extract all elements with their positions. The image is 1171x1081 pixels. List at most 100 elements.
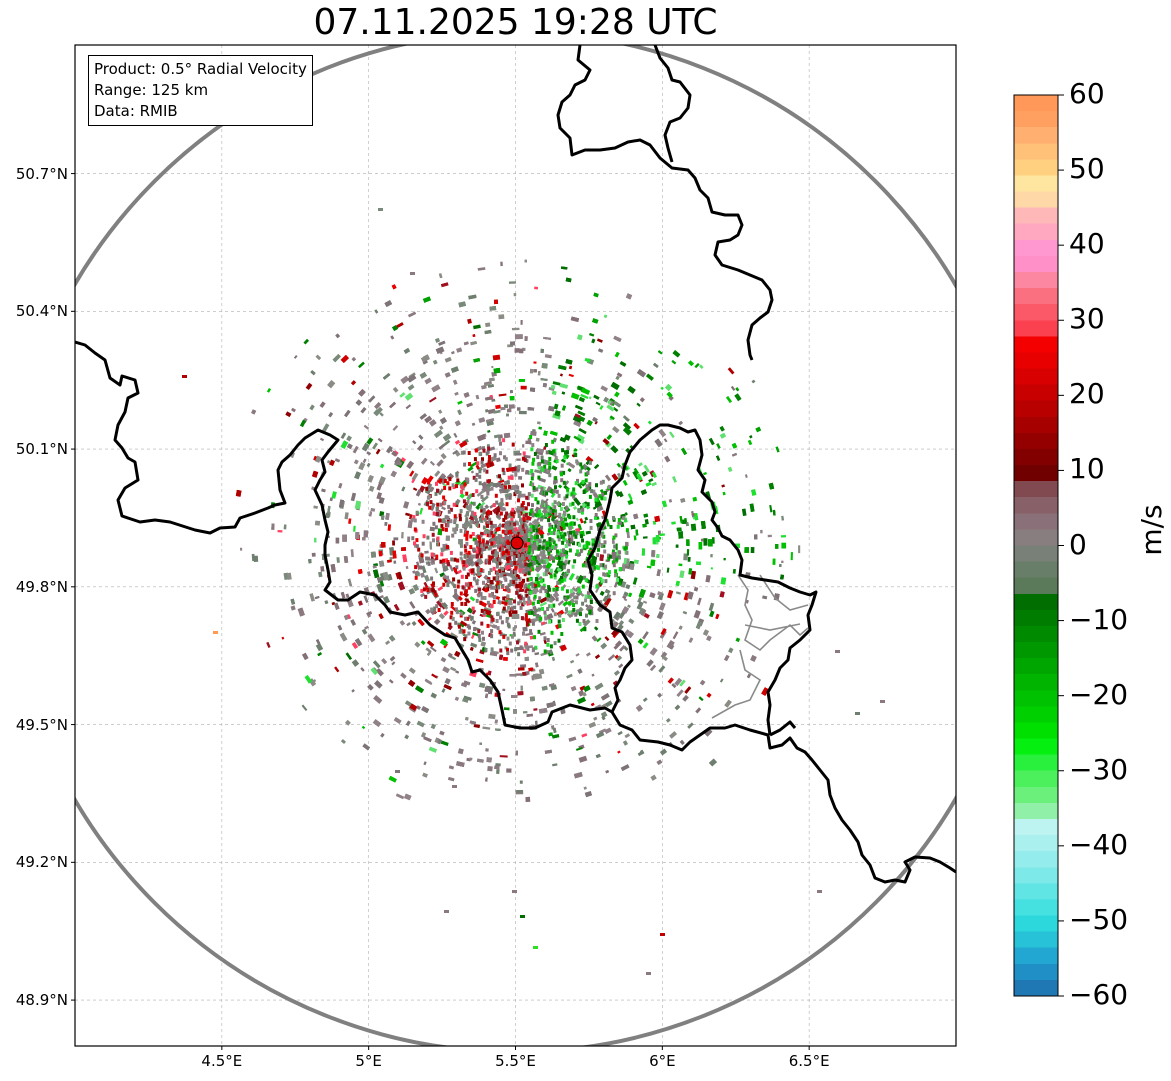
echo-pixel xyxy=(642,631,649,640)
echo-pixel xyxy=(462,698,469,703)
echo-pixel xyxy=(551,390,557,395)
echo-pixel xyxy=(286,572,292,580)
echo-pixel xyxy=(570,490,577,497)
echo-pixel xyxy=(540,348,545,353)
echo-pixel xyxy=(475,581,479,586)
echo-pixel xyxy=(496,769,500,774)
echo-pixel xyxy=(389,448,393,452)
echo-pixel xyxy=(529,590,533,595)
echo-pixel xyxy=(735,637,741,643)
echo-pixel xyxy=(339,632,348,642)
echo-pixel xyxy=(581,601,585,606)
echo-pixel xyxy=(516,485,520,490)
echo-pixel xyxy=(266,641,271,648)
echo-pixel xyxy=(430,583,436,589)
echo-pixel xyxy=(482,580,485,585)
echo-pixel xyxy=(665,383,673,392)
echo-pixel xyxy=(520,664,527,668)
echo-pixel xyxy=(537,465,541,470)
echo-pixel xyxy=(346,614,351,620)
echo-pixel xyxy=(573,772,583,779)
echo-pixel xyxy=(542,583,546,588)
echo-pixel xyxy=(657,591,663,596)
echo-pixel xyxy=(495,511,499,516)
echo-pixel xyxy=(529,562,533,567)
echo-pixel xyxy=(452,449,459,455)
echo-pixel xyxy=(466,402,473,408)
echo-pixel xyxy=(330,563,336,573)
echo-pixel xyxy=(703,629,709,636)
echo-pixel xyxy=(597,547,600,552)
echo-pixel xyxy=(471,532,475,536)
echo-pixel xyxy=(527,611,531,615)
echo-pixel xyxy=(389,679,394,684)
echo-pixel xyxy=(422,354,430,361)
echo-pixel xyxy=(488,571,491,575)
echo-pixel xyxy=(517,498,520,503)
echo-pixel xyxy=(424,678,432,685)
echo-pixel xyxy=(545,558,549,563)
echo-pixel xyxy=(490,541,494,546)
echo-pixel xyxy=(540,459,544,464)
echo-pixel xyxy=(642,600,648,604)
echo-pixel xyxy=(507,583,511,588)
echo-pixel xyxy=(508,404,515,409)
echo-pixel xyxy=(566,673,573,679)
echo-pixel xyxy=(442,495,446,500)
echo-pixel xyxy=(400,672,407,679)
echo-pixel xyxy=(540,378,548,382)
echo-pixel xyxy=(445,535,450,541)
echo-pixel xyxy=(567,559,571,565)
echo-pixel xyxy=(565,358,573,365)
echo-pixel xyxy=(493,453,497,458)
echo-pixel xyxy=(539,579,543,584)
echo-pixel xyxy=(460,489,464,494)
echo-pixel xyxy=(309,404,315,411)
echo-pixel xyxy=(582,619,591,627)
echo-pixel xyxy=(525,470,530,475)
echo-pixel xyxy=(439,598,443,603)
echo-pixel xyxy=(464,716,469,721)
echo-pixel xyxy=(476,542,479,547)
echo-pixel xyxy=(536,448,545,453)
echo-pixel xyxy=(451,483,455,488)
echo-pixel xyxy=(437,586,444,591)
echo-pixel xyxy=(588,396,592,400)
echo-pixel xyxy=(505,547,509,552)
echo-pixel xyxy=(537,475,541,480)
echo-pixel xyxy=(521,524,525,529)
echo-pixel xyxy=(498,561,502,566)
echo-pixel xyxy=(437,528,443,536)
echo-pixel xyxy=(502,656,509,661)
echo-pixel xyxy=(636,402,641,407)
echo-pixel xyxy=(593,292,599,298)
echo-pixel xyxy=(581,584,585,589)
echo-pixel xyxy=(517,691,524,696)
echo-pixel xyxy=(539,632,546,636)
echo-pixel xyxy=(438,273,443,279)
echo-pixel xyxy=(652,471,657,478)
echo-pixel xyxy=(478,469,482,474)
echo-pixel xyxy=(414,565,418,570)
echo-pixel xyxy=(572,515,576,520)
echo-pixel xyxy=(407,520,413,529)
echo-pixel xyxy=(571,586,577,592)
echo-pixel xyxy=(495,728,501,731)
echo-pixel xyxy=(643,536,648,539)
echo-pixel xyxy=(393,560,397,564)
echo-pixel xyxy=(727,367,735,375)
echo-pixel xyxy=(517,491,522,494)
echo-pixel xyxy=(391,284,397,290)
echo-pixel xyxy=(569,502,572,507)
echo-pixel xyxy=(590,489,594,494)
echo-pixel xyxy=(423,736,432,743)
echo-pixel xyxy=(511,514,515,519)
echo-pixel xyxy=(548,525,552,530)
echo-pixel xyxy=(482,446,485,451)
echo-pixel xyxy=(423,761,427,766)
echo-pixel xyxy=(421,541,425,546)
echo-pixel xyxy=(486,444,490,449)
echo-pixel xyxy=(604,588,611,595)
echo-pixel xyxy=(495,500,499,505)
echo-pixel xyxy=(575,747,583,751)
